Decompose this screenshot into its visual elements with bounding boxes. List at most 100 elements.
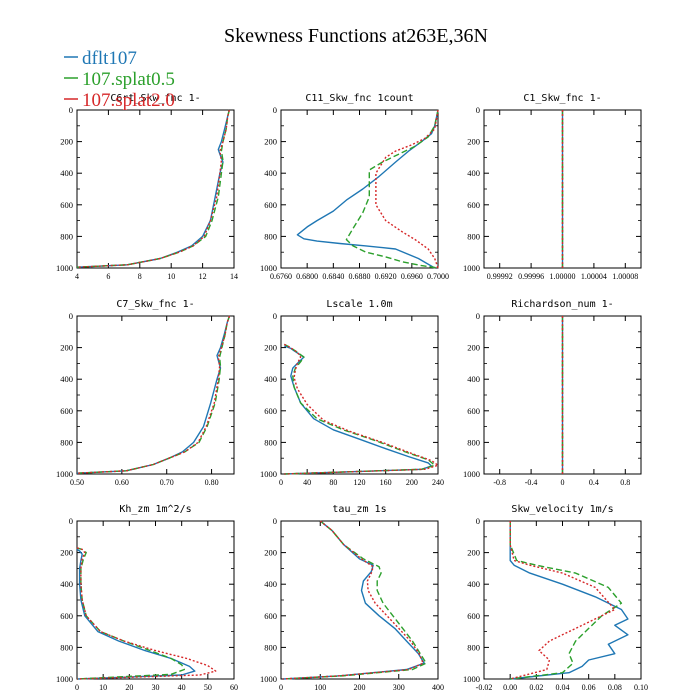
- y-tick-label: 0: [69, 311, 73, 321]
- series-line-dflt107: [296, 109, 439, 269]
- y-tick-label: 1000: [260, 263, 277, 273]
- x-tick-label: 30: [152, 683, 160, 692]
- y-tick-label: 1000: [260, 674, 277, 684]
- x-tick-label: -0.02: [476, 683, 493, 692]
- y-tick-label: 1000: [463, 263, 480, 273]
- x-tick-label: 1.00000: [550, 272, 576, 281]
- x-tick-label: 0.6880: [349, 272, 371, 281]
- x-tick-label: 0.08: [608, 683, 622, 692]
- x-tick-label: 100: [314, 683, 326, 692]
- y-tick-label: 0: [273, 311, 277, 321]
- series-line-107-splat2-0: [283, 343, 439, 475]
- y-tick-label: 800: [264, 437, 277, 447]
- plot-frame: [280, 520, 439, 680]
- x-tick-label: 60: [230, 683, 238, 692]
- series-line-107-splat0-5: [282, 520, 427, 680]
- panel-9: Skw_velocity 1m/s 0 200 400 600 800 1000-0.02 0…: [463, 504, 648, 692]
- series-line-107-splat2-0: [282, 520, 424, 680]
- x-tick-label: 4: [75, 272, 79, 281]
- x-tick-label: 0: [279, 478, 283, 487]
- x-tick-label: 200: [354, 683, 366, 692]
- x-tick-label: -0.4: [525, 478, 538, 487]
- x-tick-label: 50: [204, 683, 212, 692]
- y-tick-label: 0: [273, 105, 277, 115]
- y-tick-label: 0: [476, 311, 480, 321]
- panel-title: C6rt_Skw_fnc 1-: [110, 93, 200, 104]
- x-tick-label: 0.8: [620, 478, 630, 487]
- panel-title: Skw_velocity 1m/s: [511, 504, 613, 515]
- y-tick-label: 1000: [56, 263, 73, 273]
- x-tick-label: 1.00008: [612, 272, 638, 281]
- x-tick-label: 14: [230, 272, 238, 281]
- x-tick-label: 0: [279, 683, 283, 692]
- y-tick-label: 800: [264, 231, 277, 241]
- x-tick-label: 0.6760: [270, 272, 292, 281]
- series-line-107-splat0-5: [509, 521, 623, 680]
- y-tick-label: 800: [467, 437, 480, 447]
- y-tick-label: 800: [60, 642, 73, 652]
- y-tick-label: 0: [69, 105, 73, 115]
- y-tick-label: 600: [60, 200, 73, 210]
- x-tick-label: 160: [380, 478, 392, 487]
- x-tick-label: 80: [329, 478, 337, 487]
- y-tick-label: 800: [467, 231, 480, 241]
- x-tick-label: 0.10: [634, 683, 648, 692]
- x-tick-label: 0.6920: [375, 272, 397, 281]
- y-tick-label: 400: [264, 374, 277, 384]
- series-line-107-splat0-5: [345, 109, 439, 269]
- x-tick-label: 0.04: [556, 683, 570, 692]
- series-line-dflt107: [282, 520, 425, 680]
- plot-frame: [280, 315, 439, 475]
- x-tick-label: 12: [199, 272, 207, 281]
- y-tick-label: 200: [60, 137, 73, 147]
- plot-frame: [76, 109, 235, 269]
- series-line-dflt107: [284, 345, 433, 475]
- panel-title: tau_zm 1s: [332, 504, 386, 515]
- legend-label-splat05: 107.splat0.5: [82, 69, 175, 90]
- x-tick-label: 40: [178, 683, 186, 692]
- panel-title: Kh_zm 1m^2/s: [119, 504, 191, 515]
- x-tick-label: 0.99996: [518, 272, 544, 281]
- y-tick-label: 800: [264, 642, 277, 652]
- x-tick-label: 40: [303, 478, 311, 487]
- x-tick-label: 8: [138, 272, 142, 281]
- y-tick-label: 200: [467, 343, 480, 353]
- y-tick-label: 0: [69, 516, 73, 526]
- series-line-107-splat0-5: [283, 343, 436, 475]
- y-tick-label: 200: [264, 343, 277, 353]
- y-tick-label: 1000: [463, 674, 480, 684]
- x-tick-label: 0.7000: [427, 272, 449, 281]
- x-tick-label: 20: [125, 683, 133, 692]
- plot-frame: [76, 315, 235, 475]
- panel-title: C1_Skw_fnc 1-: [523, 93, 601, 104]
- x-tick-label: 0: [561, 478, 565, 487]
- panel-3: C1_Skw_fnc 1- 0 200 400 600 800 1000 0.99992 0.9…: [463, 93, 642, 281]
- x-tick-label: 0.60: [115, 478, 129, 487]
- y-tick-label: 600: [264, 611, 277, 621]
- x-tick-label: 0.70: [160, 478, 174, 487]
- y-tick-label: 600: [60, 406, 73, 416]
- x-tick-label: 1.00004: [581, 272, 607, 281]
- figure-title: Skewness Functions at263E,36N: [224, 25, 488, 47]
- x-tick-label: 0.02: [529, 683, 543, 692]
- legend: dflt107 107.splat0.5 107.splat2.0: [64, 48, 175, 111]
- y-tick-label: 200: [264, 548, 277, 558]
- series-line-107-splat2-0: [375, 109, 439, 269]
- y-tick-label: 1000: [56, 674, 73, 684]
- x-tick-label: 0.4: [589, 478, 599, 487]
- x-tick-label: 240: [432, 478, 444, 487]
- plot-frame: [280, 109, 439, 269]
- series-line-107-splat0-5: [76, 547, 186, 680]
- y-tick-label: 800: [60, 231, 73, 241]
- y-tick-label: 0: [476, 105, 480, 115]
- x-tick-label: 0.6800: [296, 272, 318, 281]
- series-line-107-splat0-5: [76, 109, 230, 268]
- panel-title: Richardson_num 1-: [511, 299, 613, 310]
- y-tick-label: 800: [467, 642, 480, 652]
- x-tick-label: 10: [167, 272, 175, 281]
- panel-6: Richardson_num 1- 0 200 400 600 800 1000 -0.8 -0…: [463, 299, 642, 487]
